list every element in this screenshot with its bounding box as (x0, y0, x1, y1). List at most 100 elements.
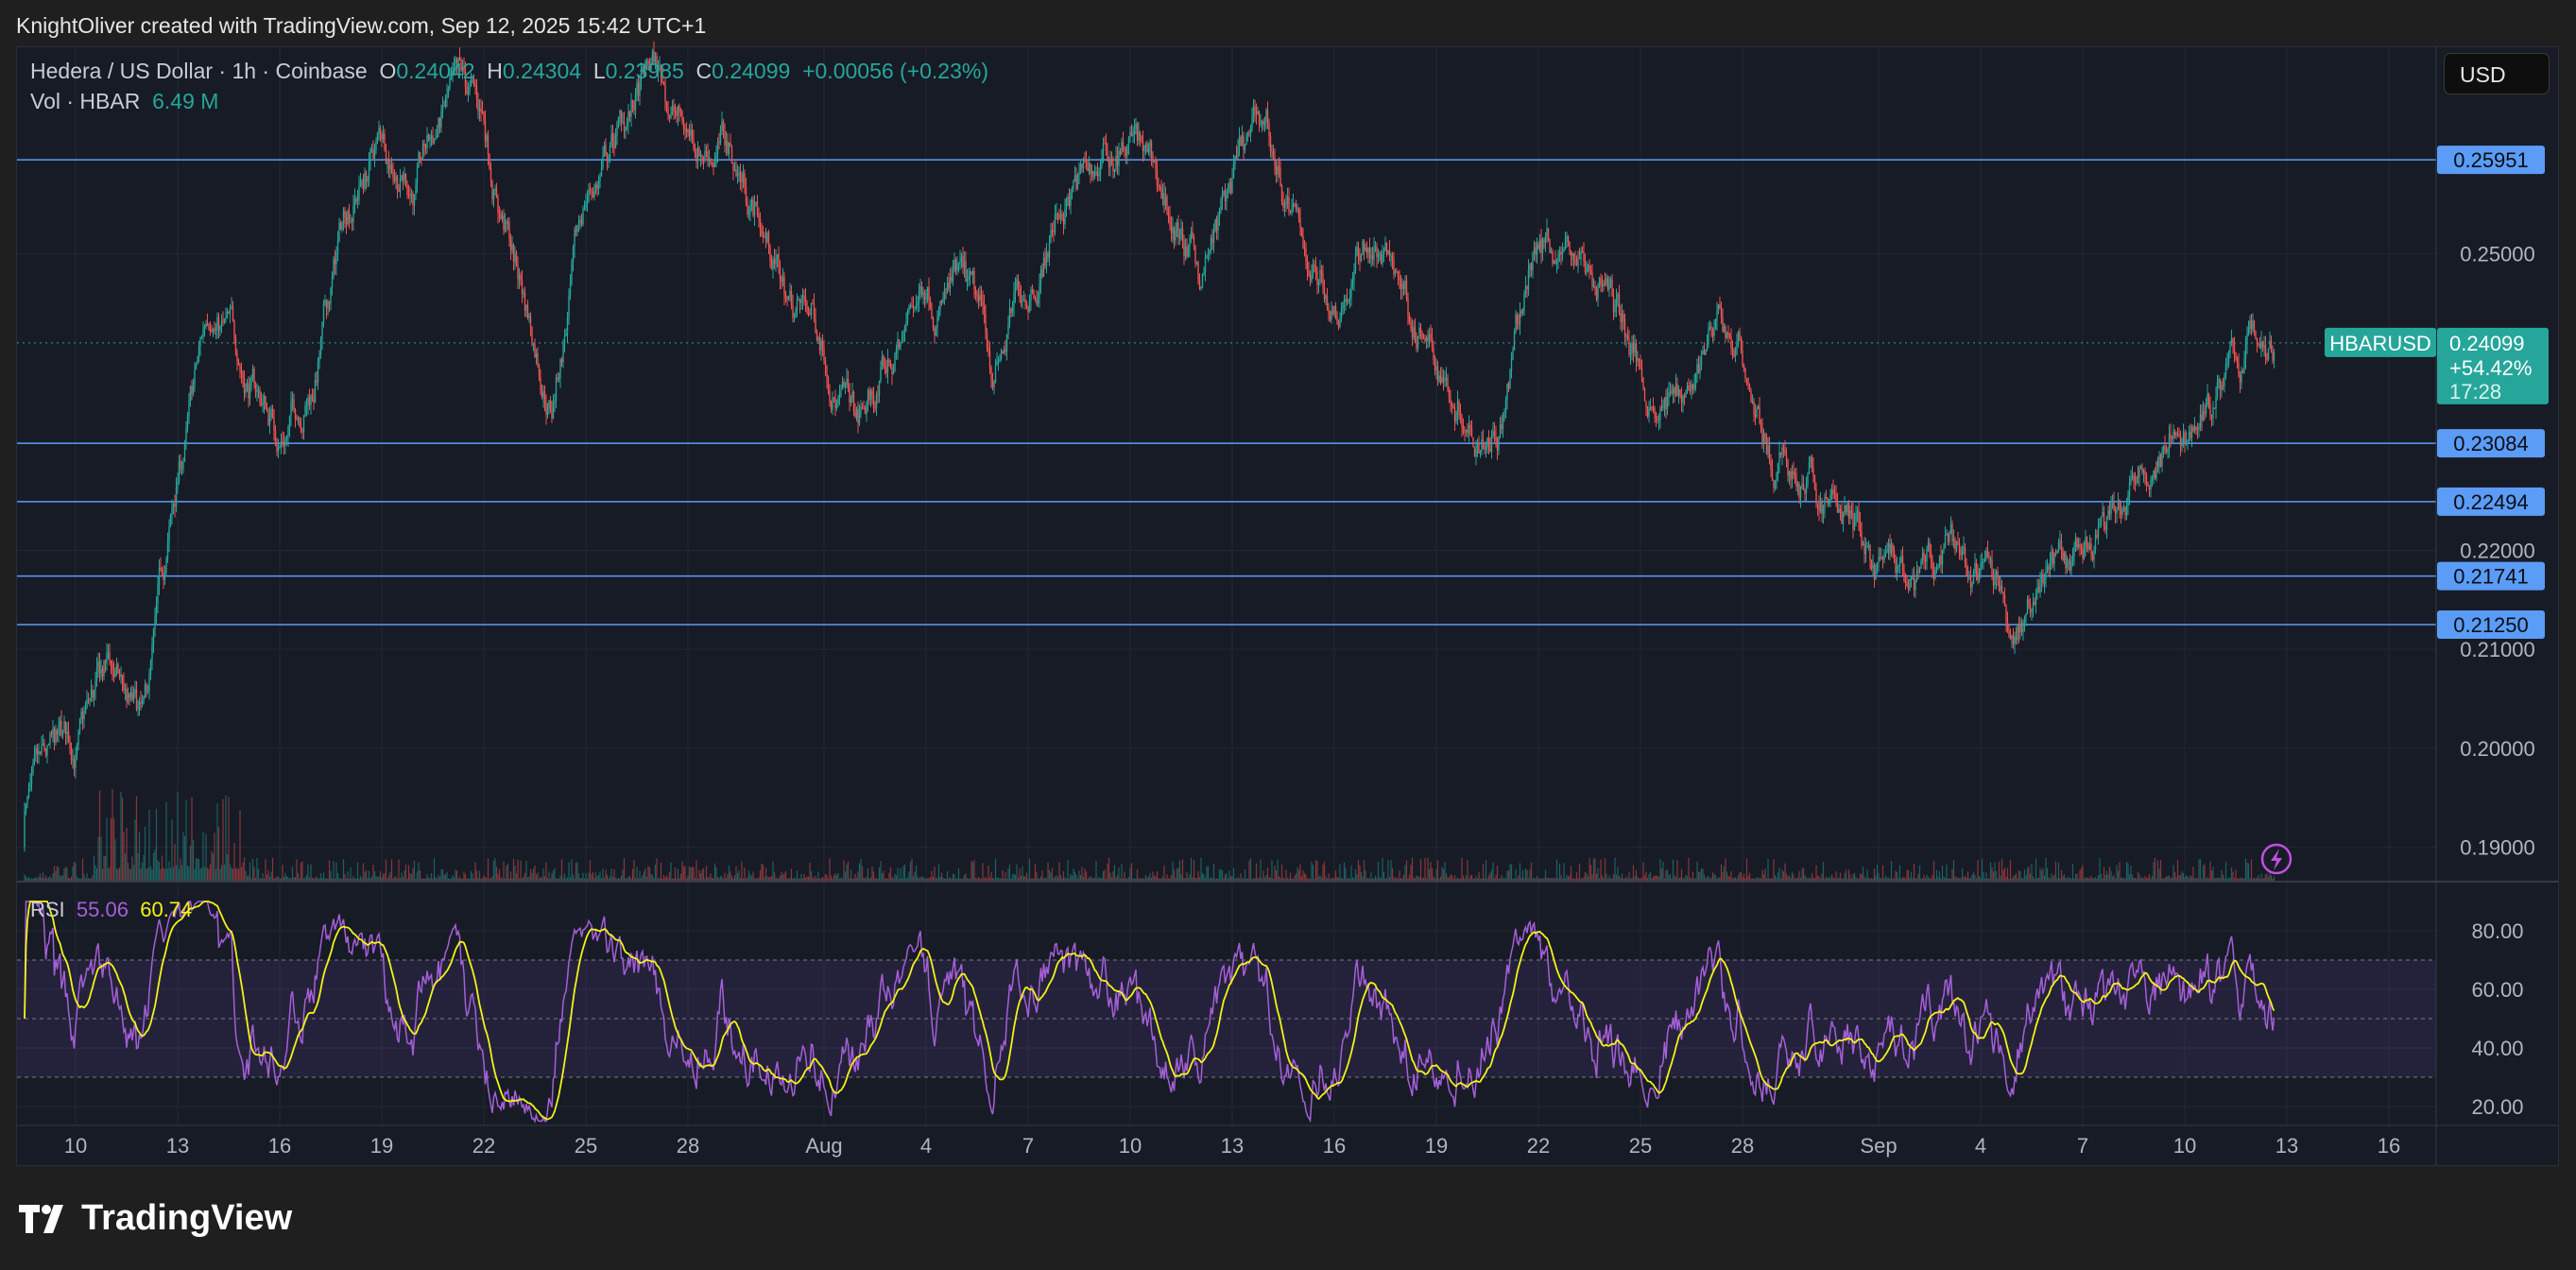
candle-body (2178, 434, 2180, 436)
volume-bar (299, 878, 301, 882)
volume-bar (594, 872, 597, 882)
volume-bar (211, 850, 213, 882)
volume-bar (2093, 877, 2095, 882)
volume-label: Vol · HBAR (30, 89, 141, 113)
candle-body (243, 377, 246, 393)
volume-bar (1691, 878, 1692, 882)
volume-bar (192, 839, 195, 882)
volume-bar (687, 875, 689, 882)
candle-body (1740, 336, 1743, 352)
candle-body (1088, 163, 1091, 171)
volume-bar (744, 867, 746, 882)
volume-bar (653, 878, 655, 882)
candle-body (2071, 557, 2074, 562)
candle-body (447, 88, 450, 94)
candle-body (728, 143, 730, 154)
candle-body (413, 195, 416, 206)
volume-bar (126, 828, 128, 882)
candle-body (2029, 605, 2032, 613)
candle-body (2017, 624, 2018, 640)
candle-body (1362, 241, 1364, 255)
candle-body (1995, 571, 1998, 579)
volume-bar (767, 877, 770, 882)
volume-bar (2236, 878, 2239, 882)
candle-body (1709, 326, 1711, 329)
volume-bar (1889, 878, 1891, 882)
volume-bar (1909, 877, 1911, 882)
volume-bar (2048, 877, 2050, 882)
candle-body (1356, 247, 1358, 255)
x-tick-label: 10 (2173, 1134, 2196, 1158)
candle-body (1747, 378, 1749, 386)
volume-bar (599, 871, 601, 882)
volume-bar (565, 878, 567, 882)
candle-body (1584, 261, 1587, 273)
candle-body (1288, 197, 1290, 212)
candle-body (670, 112, 672, 118)
candle-body (1218, 211, 1221, 216)
candle-body (35, 747, 37, 755)
candle-body (1672, 387, 1674, 394)
volume-bar (1003, 878, 1005, 882)
candle-body (948, 283, 950, 289)
volume-bar (730, 875, 733, 882)
volume-bar (1705, 878, 1707, 882)
candle-body (551, 409, 553, 419)
volume-bar (1988, 878, 1990, 882)
candle-body (1314, 266, 1317, 272)
candle-body (1504, 400, 1507, 414)
candles (24, 41, 2275, 852)
candle-body (786, 299, 788, 300)
candle-body (1947, 533, 1949, 542)
candle-body (49, 733, 51, 745)
lightning-icon-glyph (2271, 849, 2282, 870)
volume-bar (311, 877, 314, 882)
candle-body (1306, 262, 1309, 271)
candle-body (1107, 150, 1108, 162)
volume-bar (721, 876, 723, 882)
candle-body (1521, 310, 1524, 314)
candle-body (608, 160, 610, 162)
volume-bar (209, 864, 212, 882)
candle-body (830, 402, 833, 410)
volume-bar (1384, 878, 1386, 882)
candle-body (803, 295, 805, 298)
currency-button[interactable]: USD (2444, 53, 2550, 94)
volume-bar (1583, 876, 1585, 882)
volume-bar (846, 864, 848, 882)
volume-bar (1138, 878, 1140, 882)
volume-bar (1308, 878, 1310, 882)
candle-body (222, 320, 224, 322)
candle-body (820, 340, 822, 351)
volume-bar (1747, 876, 1749, 882)
volume-bar (2219, 878, 2222, 882)
symbol-legend: Hedera / US Dollar · 1h · Coinbase O0.24… (30, 59, 988, 84)
volume-bar (364, 872, 366, 882)
volume-bar (1160, 878, 1162, 882)
volume-bar (749, 874, 751, 882)
candle-body (1277, 166, 1279, 175)
volume-bar (443, 874, 445, 882)
volume-bar (2073, 878, 2075, 882)
volume-bar (1030, 878, 1032, 882)
volume-bar (897, 867, 899, 882)
candle-body (894, 353, 896, 372)
volume-bar (373, 870, 376, 882)
candle-body (827, 378, 830, 390)
candle-body (1812, 467, 1814, 477)
volume-bar (1136, 868, 1139, 882)
tradingview-logo[interactable]: TradingView (19, 1198, 292, 1239)
candle-body (883, 355, 884, 367)
candle-body (982, 300, 984, 306)
candle-body (1141, 136, 1142, 141)
volume-bar (1974, 874, 1976, 882)
candle-body (1394, 270, 1397, 275)
volume-bar (1485, 860, 1487, 882)
volume-bar (872, 871, 875, 882)
volume-bar (657, 878, 660, 882)
volume-bar (2043, 875, 2046, 882)
candle-body (1876, 562, 1879, 567)
candle-body (161, 571, 163, 575)
volume-bar (1632, 865, 1635, 882)
